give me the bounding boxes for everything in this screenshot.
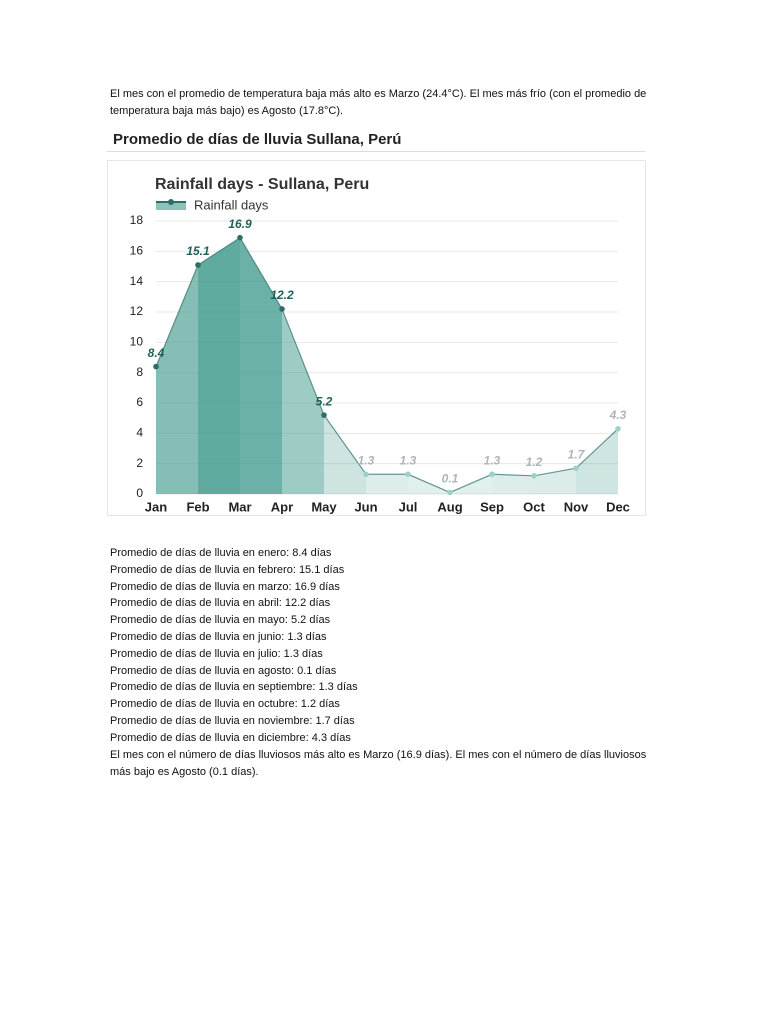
y-tick-label: 18 [130, 213, 144, 227]
y-tick-label: 0 [136, 486, 143, 500]
y-tick-label: 16 [130, 244, 144, 258]
chart: Rainfall days - Sullana, Peru 0 2 4 6 8 10 12 1… [107, 160, 646, 516]
x-tick-label: Jan [145, 499, 167, 514]
value-label: 1.3 [400, 453, 417, 467]
x-tick-label: Nov [564, 499, 589, 514]
list-item: Promedio de días de lluvia en diciembre:… [110, 731, 351, 744]
data-point [153, 363, 159, 370]
legend-swatch [156, 202, 186, 210]
x-tick-label: May [311, 499, 337, 514]
area-segment [198, 237, 240, 494]
value-label: 0.1 [442, 472, 459, 486]
data-point [195, 262, 201, 268]
list-item: Promedio de días de lluvia en abril: 12.… [110, 597, 331, 610]
value-label: 12.2 [270, 288, 294, 302]
value-label: 1.3 [484, 453, 501, 467]
area-segment [240, 237, 282, 494]
section-heading: Promedio de días de lluvia Sullana, Perú [107, 131, 645, 152]
area-segment [534, 468, 576, 494]
list-item: Promedio de días de lluvia en julio: 1.3… [110, 647, 323, 660]
value-label: 4.3 [609, 408, 627, 422]
data-point [363, 471, 369, 478]
legend-dot [168, 199, 174, 205]
list-item: Promedio de días de lluvia en febrero: 1… [110, 563, 345, 576]
value-label: 16.9 [228, 217, 252, 231]
value-label: 8.4 [148, 346, 165, 360]
area-segment [576, 428, 618, 494]
value-label: 5.2 [316, 394, 333, 408]
data-point [615, 425, 621, 432]
list-item: Promedio de días de lluvia en noviembre:… [110, 714, 355, 727]
data-point [531, 473, 537, 479]
y-tick-label: 10 [130, 335, 144, 349]
series-line [155, 236, 619, 494]
list-item: Promedio de días de lluvia en marzo: 16.… [110, 580, 340, 593]
rain-list: Promedio de días de lluvia en enero: 8.4… [110, 545, 660, 747]
area-segment [366, 474, 408, 494]
x-tick-label: Jun [354, 499, 377, 514]
area-segment [324, 415, 366, 494]
list-item: Promedio de días de lluvia en octubre: 1… [110, 698, 340, 711]
data-point [573, 465, 579, 472]
area-segment [156, 264, 198, 494]
y-tick-label: 6 [136, 395, 143, 409]
y-tick-label: 2 [136, 456, 143, 470]
x-tick-label: Mar [228, 499, 251, 514]
intro-paragraph: El mes con el promedio de temperatura ba… [110, 88, 647, 117]
x-tick-label: Sep [480, 499, 504, 514]
list-item: Promedio de días de lluvia en junio: 1.3… [110, 630, 327, 643]
area-segment [282, 308, 324, 494]
chart-title: Rainfall days - Sullana, Peru [155, 176, 369, 193]
list-item: Promedio de días de lluvia en mayo: 5.2 … [110, 614, 331, 627]
x-tick-label: Aug [437, 499, 462, 514]
y-tick-label: 12 [130, 304, 144, 318]
value-label: 1.2 [526, 455, 543, 469]
x-tick-label: Jul [399, 499, 418, 514]
area-segment [492, 474, 534, 494]
data-point [321, 412, 327, 418]
x-tick-label: Feb [186, 499, 209, 514]
list-item: Promedio de días de lluvia en agosto: 0.… [110, 664, 337, 677]
x-tick-label: Dec [606, 499, 630, 514]
value-label: 1.3 [358, 453, 375, 467]
y-tick-label: 8 [136, 365, 143, 379]
value-label: 1.7 [568, 447, 586, 461]
y-tick-label: 4 [136, 426, 143, 440]
value-label: 15.1 [186, 244, 210, 258]
data-point [405, 471, 411, 478]
legend-label: Rainfall days [194, 197, 269, 212]
closing-paragraph: El mes con el número de días lluviosos m… [110, 749, 647, 778]
x-tick-label: Apr [271, 499, 293, 514]
data-point [489, 471, 495, 478]
list-item: Promedio de días de lluvia en enero: 8.4… [110, 547, 332, 559]
list-item: Promedio de días de lluvia en septiembre… [110, 681, 358, 694]
x-tick-label: Oct [523, 499, 545, 514]
data-point [237, 234, 243, 241]
y-tick-label: 14 [130, 274, 144, 288]
data-point [279, 306, 285, 312]
data-point [447, 489, 453, 496]
